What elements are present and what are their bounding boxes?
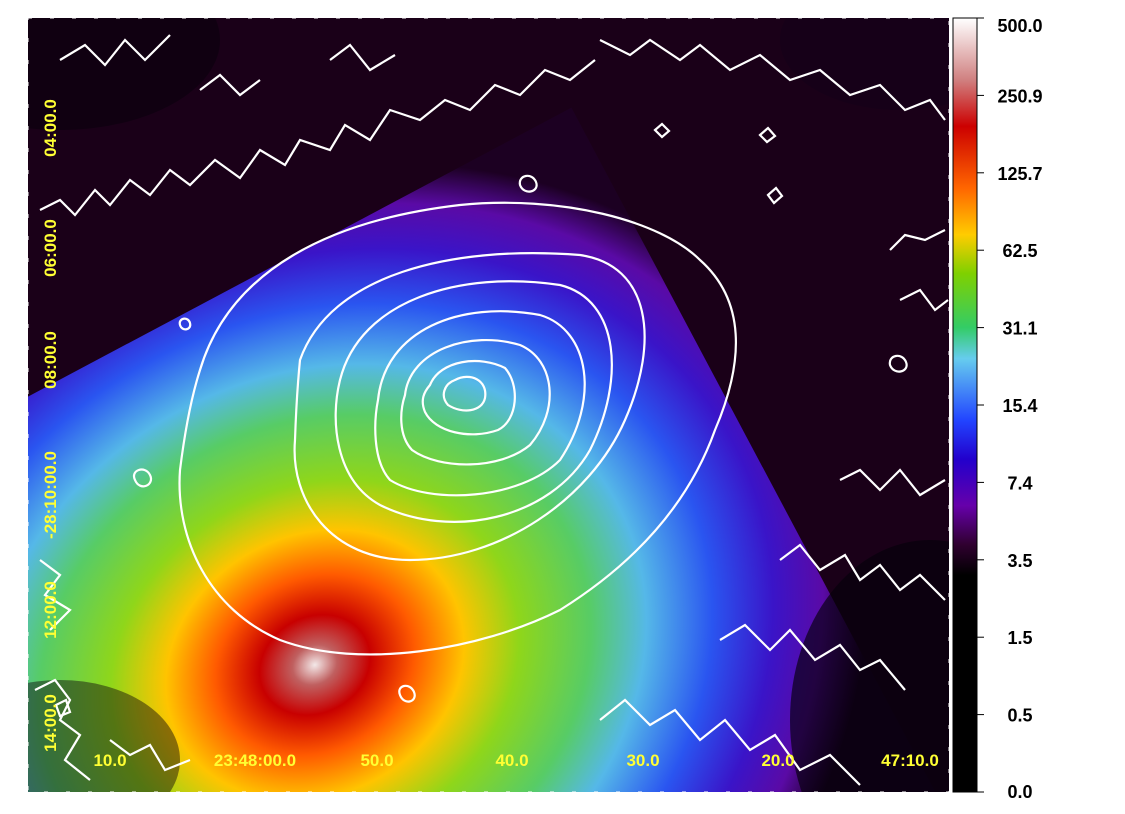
colorbar: 500.0 250.9 125.7 62.5 31.1 15.4 7.4 3.5 1.5 0.5 0… (952, 16, 1043, 802)
y-axis-labels: 04:00.0 06:00.0 08:00.0 -28:10:00.0 12:0… (41, 99, 60, 752)
y-tick-label: 04:00.0 (41, 99, 60, 157)
colorbar-label: 1.5 (1007, 628, 1032, 648)
x-tick-label: 30.0 (626, 751, 659, 770)
y-tick-label: 08:00.0 (41, 331, 60, 389)
colorbar-label: 0.5 (1007, 706, 1032, 726)
y-tick-label: 06:00.0 (41, 219, 60, 277)
colorbar-label: 250.9 (997, 86, 1042, 106)
colorbar-label: 0.0 (1007, 782, 1032, 802)
colorbar-ticks (977, 17, 984, 793)
y-tick-label: 12:00.0 (41, 581, 60, 639)
emission-image (28, 18, 949, 792)
x-tick-label: 20.0 (761, 751, 794, 770)
x-tick-label: 10.0 (93, 751, 126, 770)
colorbar-label: 3.5 (1007, 551, 1032, 571)
x-tick-label: 40.0 (495, 751, 528, 770)
colorbar-gradient (952, 17, 978, 793)
colorbar-label: 7.4 (1007, 473, 1032, 493)
x-tick-label: 50.0 (360, 751, 393, 770)
x-axis-labels: 10.0 23:48:00.0 50.0 40.0 30.0 20.0 47:1… (93, 751, 938, 770)
x-tick-label: 47:10.0 (881, 751, 939, 770)
colorbar-label: 31.1 (1002, 319, 1037, 339)
colorbar-label: 125.7 (997, 164, 1042, 184)
colorbar-label: 62.5 (1002, 241, 1037, 261)
colorbar-label: 500.0 (997, 16, 1042, 36)
colorbar-label: 15.4 (1002, 396, 1037, 416)
x-tick-label: 23:48:00.0 (214, 751, 296, 770)
colorbar-labels: 500.0 250.9 125.7 62.5 31.1 15.4 7.4 3.5 1.5 0.5 0… (997, 16, 1042, 802)
intensity-contours (34, 34, 949, 786)
y-tick-label: 14:00.0 (41, 694, 60, 752)
y-tick-label: -28:10:00.0 (41, 451, 60, 539)
